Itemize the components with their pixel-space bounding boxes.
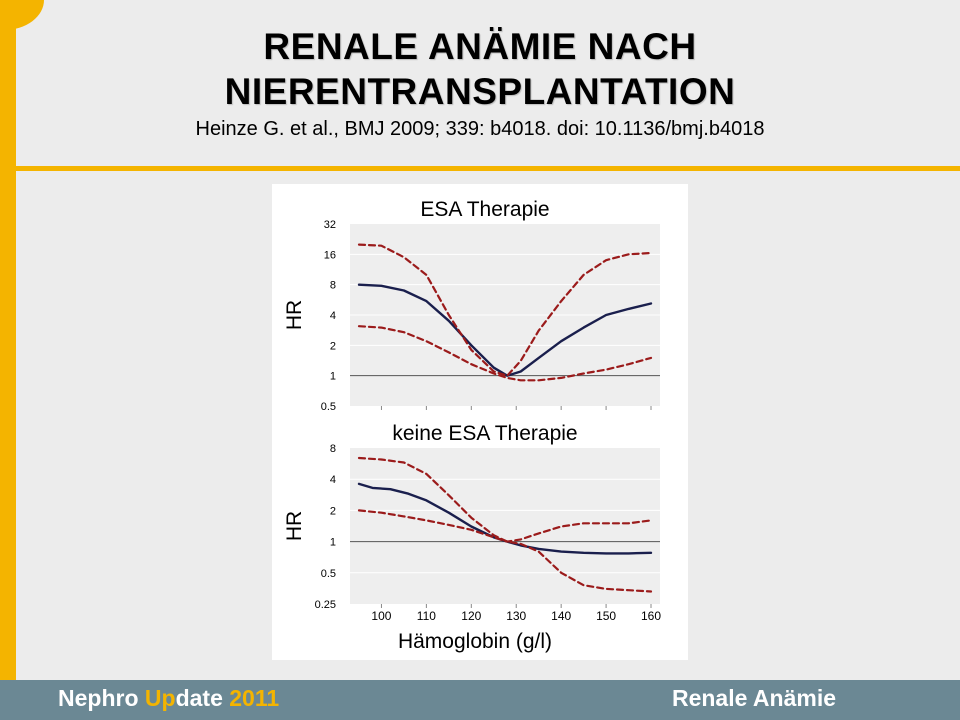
footer-brand-part-1: Nephro [58, 685, 145, 711]
title-block: RENALE ANÄMIE NACH NIERENTRANSPLANTATION… [60, 24, 900, 142]
slide-title-line-2: NIERENTRANSPLANTATION [224, 71, 736, 112]
citation: Heinze G. et al., BMJ 2009; 339: b4018. … [195, 118, 765, 140]
footer-topic: Renale Anämie [671, 685, 836, 711]
y-axis-label-bottom: HR [283, 511, 306, 541]
plot-area-2 [350, 448, 660, 604]
y-tick-label: 8 [330, 443, 336, 455]
x-tick-label: 110 [417, 609, 436, 623]
footer-brand-part-3: date [175, 685, 230, 711]
footer-brand: Nephro Update 2011 [58, 685, 279, 712]
x-tick-label: 160 [641, 609, 661, 623]
chart-title-bottom: keine ESA Therapie [392, 422, 577, 445]
left-accent-curve-top [0, 0, 44, 30]
footer-bar: Nephro Update 2011 Renale Anämie [0, 680, 960, 720]
left-accent-band [0, 0, 16, 720]
hazard-ratio-figure: ESA Therapie HR 0.5 1 2 4 8 16 32 keine ESA Th… [283, 198, 661, 653]
chart-title-top: ESA Therapie [420, 198, 549, 221]
y-tick-label: 16 [324, 249, 336, 261]
y-tick-label: 32 [324, 219, 336, 231]
confidence-interval-line [357, 325, 653, 382]
confidence-interval-line [357, 243, 653, 377]
figure-panel: ESA Therapie HR 0.5 1 2 4 8 16 32 keine ESA Th… [272, 184, 688, 660]
title-divider [16, 166, 960, 171]
footer-brand-part-2: Up [144, 685, 176, 711]
x-tick-label: 100 [371, 609, 391, 623]
footer-brand-year: 2011 [229, 685, 280, 711]
confidence-interval-line [357, 509, 653, 543]
y-tick-label: 4 [330, 310, 336, 322]
y-tick-label: 0.25 [315, 599, 336, 611]
x-tick-label: 140 [551, 609, 571, 623]
y-tick-label: 1 [330, 371, 336, 383]
y-tick-label: 0.5 [321, 568, 336, 580]
y-axis-label-top: HR [283, 300, 306, 330]
y-tick-label: 0.5 [321, 401, 336, 413]
x-tick-label: 120 [461, 609, 481, 623]
x-tick-label: 150 [596, 609, 616, 623]
x-tick-label: 130 [506, 609, 526, 623]
panel-keine-esa-therapie: keine ESA Therapie HR Hämoglobin (g/l) 0… [283, 422, 661, 653]
y-tick-label: 8 [330, 280, 336, 292]
y-tick-label: 2 [330, 505, 336, 517]
y-tick-label: 2 [330, 340, 336, 352]
slide-title-line-1: RENALE ANÄMIE NACH [263, 26, 697, 67]
panel-esa-therapie: ESA Therapie HR 0.5 1 2 4 8 16 32 [283, 198, 660, 413]
y-tick-label: 1 [330, 537, 336, 549]
y-tick-label: 4 [330, 474, 336, 486]
x-axis-label: Hämoglobin (g/l) [398, 630, 552, 653]
